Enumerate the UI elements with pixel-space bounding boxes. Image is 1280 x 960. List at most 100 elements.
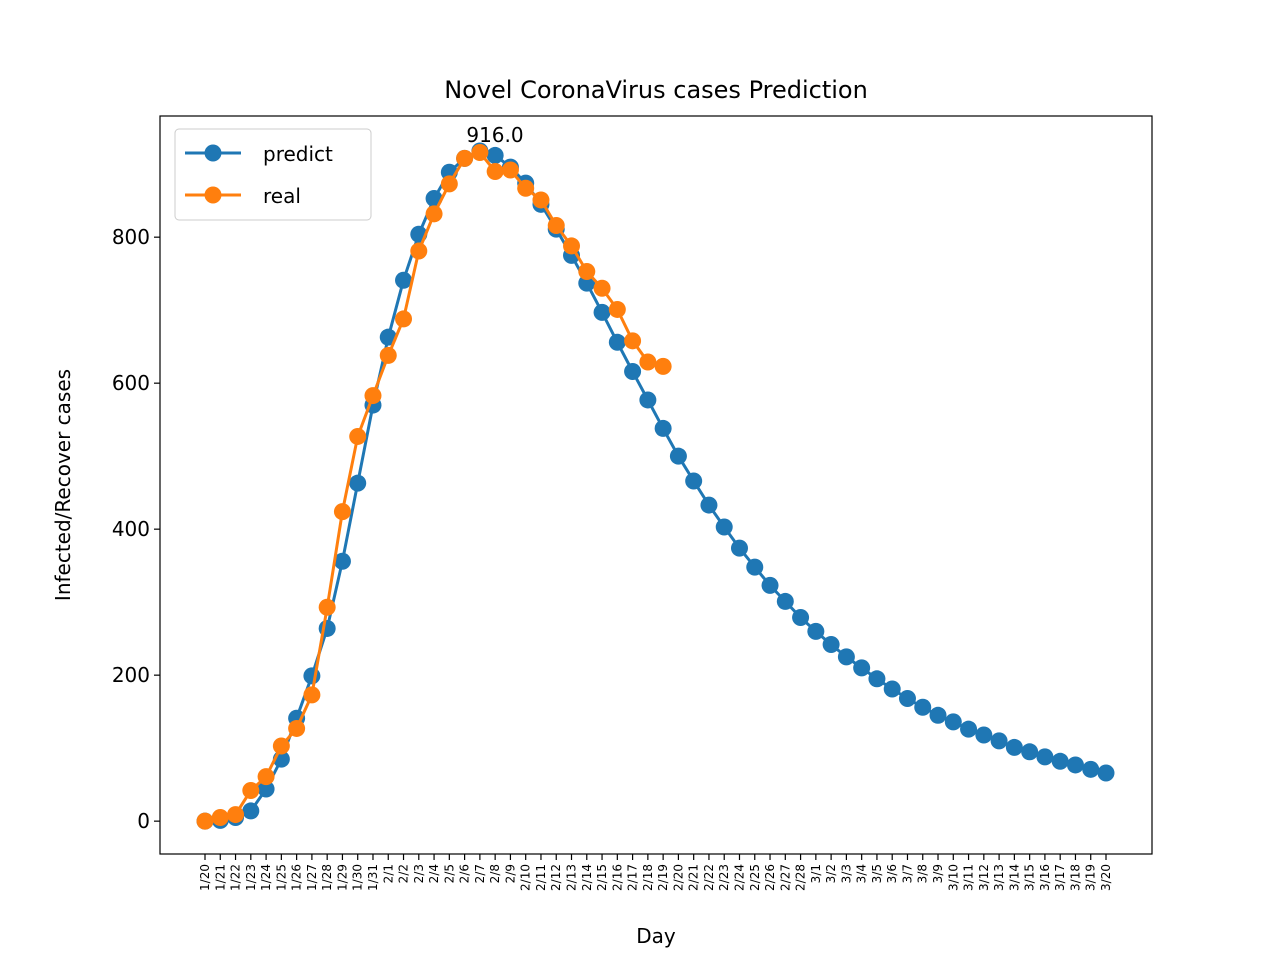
data-point bbox=[364, 387, 382, 405]
data-point bbox=[272, 737, 290, 755]
x-tick-label: 1/27 bbox=[305, 864, 319, 891]
x-tick-label: 2/28 bbox=[794, 864, 808, 891]
data-point bbox=[456, 149, 474, 167]
data-point bbox=[624, 332, 642, 350]
x-tick-label: 1/21 bbox=[213, 864, 227, 891]
data-point bbox=[990, 732, 1008, 750]
data-point bbox=[425, 205, 443, 223]
y-tick-label: 200 bbox=[112, 663, 150, 687]
data-point bbox=[318, 598, 336, 616]
y-axis-label: Infected/Recover cases bbox=[51, 369, 75, 601]
data-point bbox=[1036, 748, 1054, 766]
x-tick-label: 2/3 bbox=[412, 864, 426, 883]
x-tick-label: 2/10 bbox=[519, 864, 533, 891]
x-tick-label: 3/8 bbox=[916, 864, 930, 883]
data-point bbox=[517, 179, 535, 197]
x-tick-label: 2/1 bbox=[381, 864, 395, 883]
x-tick-label: 3/13 bbox=[992, 864, 1006, 891]
x-tick-label: 2/2 bbox=[397, 864, 411, 883]
data-point bbox=[1021, 743, 1039, 761]
data-point bbox=[379, 346, 397, 364]
data-point bbox=[883, 680, 901, 698]
legend-marker bbox=[204, 144, 222, 162]
x-tick-label: 2/23 bbox=[717, 864, 731, 891]
legend-label: real bbox=[263, 184, 301, 208]
x-tick-label: 1/20 bbox=[198, 864, 212, 891]
x-tick-label: 3/15 bbox=[1023, 864, 1037, 891]
data-point bbox=[242, 802, 260, 820]
plot-frame bbox=[159, 115, 1153, 855]
x-tick-label: 2/21 bbox=[687, 864, 701, 891]
x-tick-label: 2/11 bbox=[534, 864, 548, 891]
data-point bbox=[303, 667, 321, 685]
x-tick-label: 3/6 bbox=[885, 864, 899, 883]
data-point bbox=[776, 592, 794, 610]
data-point bbox=[578, 262, 596, 280]
x-tick-label: 2/12 bbox=[549, 864, 563, 891]
y-tick-label: 800 bbox=[112, 225, 150, 249]
data-point bbox=[486, 162, 504, 180]
data-point bbox=[898, 690, 916, 708]
data-point bbox=[746, 558, 764, 576]
x-tick-label: 1/30 bbox=[351, 864, 365, 891]
data-point bbox=[257, 768, 275, 786]
x-tick-label: 2/16 bbox=[610, 864, 624, 891]
data-point bbox=[624, 362, 642, 380]
x-tick-label: 2/5 bbox=[442, 864, 456, 883]
legend-label: predict bbox=[263, 142, 333, 166]
x-tick-label: 3/10 bbox=[946, 864, 960, 891]
data-point bbox=[471, 143, 489, 161]
data-point bbox=[257, 780, 275, 798]
data-point bbox=[639, 391, 657, 409]
data-point bbox=[608, 300, 626, 318]
data-point bbox=[1051, 752, 1069, 770]
x-tick-label: 2/17 bbox=[626, 864, 640, 891]
data-point bbox=[486, 146, 504, 164]
data-point bbox=[654, 357, 672, 375]
data-point bbox=[242, 781, 260, 799]
x-tick-label: 1/22 bbox=[229, 864, 243, 891]
data-point bbox=[1082, 760, 1100, 778]
x-tick-label: 3/16 bbox=[1038, 864, 1052, 891]
data-point bbox=[547, 216, 565, 234]
data-point bbox=[1005, 738, 1023, 756]
data-point bbox=[807, 622, 825, 640]
x-tick-label: 3/2 bbox=[824, 864, 838, 883]
x-tick-label: 3/20 bbox=[1099, 864, 1113, 891]
data-point bbox=[593, 303, 611, 321]
data-point bbox=[792, 608, 810, 626]
x-tick-label: 2/13 bbox=[565, 864, 579, 891]
x-tick-label: 2/14 bbox=[580, 864, 594, 891]
x-tick-label: 2/7 bbox=[473, 864, 487, 883]
y-tick-label: 600 bbox=[112, 371, 150, 395]
x-tick-label: 2/19 bbox=[656, 864, 670, 891]
x-tick-label: 2/27 bbox=[778, 864, 792, 891]
x-tick-label: 2/26 bbox=[763, 864, 777, 891]
data-point bbox=[730, 539, 748, 557]
x-tick-label: 2/6 bbox=[458, 864, 472, 883]
annotation: 916.0 bbox=[466, 123, 523, 147]
data-point bbox=[715, 518, 733, 536]
data-point bbox=[1097, 764, 1115, 782]
data-point bbox=[395, 310, 413, 328]
y-tick-label: 400 bbox=[112, 517, 150, 541]
data-point bbox=[960, 720, 978, 738]
x-tick-label: 2/24 bbox=[732, 864, 746, 891]
x-tick-label: 2/20 bbox=[671, 864, 685, 891]
data-point bbox=[639, 353, 657, 371]
data-point bbox=[395, 271, 413, 289]
data-point bbox=[532, 191, 550, 209]
data-point bbox=[1066, 756, 1084, 774]
x-axis-label: Day bbox=[636, 924, 676, 948]
data-point bbox=[914, 698, 932, 716]
data-point bbox=[349, 427, 367, 445]
x-tick-label: 3/5 bbox=[870, 864, 884, 883]
x-tick-label: 1/29 bbox=[335, 864, 349, 891]
data-point bbox=[654, 419, 672, 437]
data-point bbox=[853, 659, 871, 677]
x-tick-label: 2/15 bbox=[595, 864, 609, 891]
data-point bbox=[333, 552, 351, 570]
data-point bbox=[837, 648, 855, 666]
data-point bbox=[868, 670, 886, 688]
